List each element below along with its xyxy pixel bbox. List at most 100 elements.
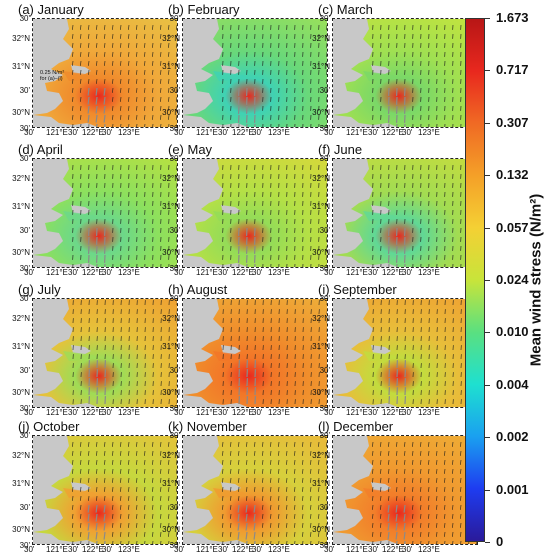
wind-vector	[160, 78, 162, 84]
wind-vector	[112, 33, 114, 39]
wind-vector	[120, 513, 122, 519]
wind-vector	[120, 123, 122, 127]
wind-vector	[80, 495, 82, 501]
wind-vector	[72, 450, 74, 456]
wind-vector	[80, 450, 82, 456]
wind-vector	[168, 459, 170, 465]
wind-vector	[245, 522, 248, 531]
wind-vector	[80, 468, 82, 474]
wind-vector	[120, 33, 122, 39]
wind-stress-map	[332, 298, 478, 408]
wind-vector	[136, 513, 138, 519]
wind-vector	[428, 504, 430, 510]
wind-vector	[144, 42, 146, 48]
wind-vector	[412, 450, 414, 456]
panel-title: (g) July	[18, 282, 61, 297]
wind-vector	[144, 60, 146, 66]
wind-vector	[460, 513, 462, 519]
longitude-label: 121°E	[346, 545, 368, 554]
wind-vector	[428, 495, 430, 501]
wind-vector	[152, 468, 154, 474]
wind-vector	[80, 69, 82, 75]
wind-vector	[120, 450, 122, 456]
wind-vector	[103, 105, 106, 114]
wind-vector	[120, 24, 122, 30]
wind-vector	[160, 105, 162, 111]
wind-vector	[103, 87, 106, 96]
estuary	[213, 488, 249, 498]
wind-vector	[246, 441, 248, 447]
land-area	[33, 19, 73, 115]
longitude-label: 121°E	[196, 545, 218, 554]
wind-vector	[87, 513, 90, 522]
wind-vector	[128, 540, 130, 544]
wind-vector	[428, 468, 430, 474]
wind-vector	[262, 504, 264, 510]
wind-vector	[404, 441, 406, 447]
longitude-label: 30'	[402, 408, 413, 417]
wind-vector	[452, 486, 454, 492]
latitude-label: 32°N	[162, 451, 180, 460]
wind-vector	[144, 51, 146, 57]
wind-vector	[128, 450, 130, 456]
wind-vector	[388, 540, 390, 544]
wind-vector	[120, 42, 122, 48]
wind-vector	[318, 477, 320, 483]
wind-vector	[318, 468, 320, 474]
wind-vector	[444, 531, 446, 537]
latitude-label: 30'	[319, 431, 330, 440]
wind-vector	[253, 504, 256, 513]
longitude-label: 123°E	[268, 545, 290, 554]
latitude-label: 30°N	[162, 248, 180, 257]
wind-vector	[302, 540, 304, 544]
wind-vector	[152, 87, 154, 93]
wind-vector	[104, 450, 106, 456]
wind-vector	[436, 504, 438, 510]
wind-vector	[278, 486, 280, 492]
wind-vector	[420, 486, 422, 492]
wind-vector	[380, 450, 382, 456]
colorbar-tick-label: 0.307	[496, 114, 529, 130]
latitude-label: 30'	[319, 541, 330, 550]
land-area	[333, 115, 398, 127]
wind-vector	[253, 522, 256, 531]
wind-vector	[80, 513, 82, 519]
wind-vector	[80, 78, 82, 84]
wind-vector	[176, 468, 177, 474]
wind-vector	[96, 468, 98, 474]
longitude-label: 122°E	[232, 545, 254, 554]
wind-vector	[420, 522, 422, 528]
wind-vector	[103, 513, 106, 522]
colorbar-tick	[485, 175, 490, 177]
wind-vector	[168, 441, 170, 447]
latitude-label: 30'	[19, 366, 30, 375]
colorbar-tick-label: 1.673	[496, 10, 529, 25]
wind-vector	[444, 459, 446, 465]
wind-vector	[460, 477, 462, 483]
latitude-label: 32°N	[12, 34, 30, 43]
longitude-label: 121°E	[346, 128, 368, 137]
wind-vector	[270, 441, 272, 447]
wind-vector	[230, 450, 232, 456]
wind-vector	[136, 123, 138, 127]
wind-vector	[88, 441, 90, 447]
wind-vector	[95, 114, 98, 123]
wind-vector	[96, 477, 98, 483]
colorbar-tick	[485, 384, 490, 386]
land-area	[33, 299, 73, 395]
wind-vector	[128, 78, 130, 84]
wind-vector	[96, 459, 98, 465]
wind-vector	[136, 486, 138, 492]
wind-vector	[372, 459, 374, 465]
wind-vector	[436, 441, 438, 447]
wind-vector	[412, 441, 414, 447]
wind-vector	[452, 459, 454, 465]
wind-stress-map	[32, 158, 178, 268]
wind-vector	[88, 468, 90, 474]
wind-vector	[396, 441, 398, 447]
wind-vector	[136, 60, 138, 66]
wind-vector	[152, 24, 154, 30]
longitude-label: 121°E	[196, 268, 218, 277]
wind-vector	[128, 459, 130, 465]
wind-vector	[120, 477, 122, 483]
